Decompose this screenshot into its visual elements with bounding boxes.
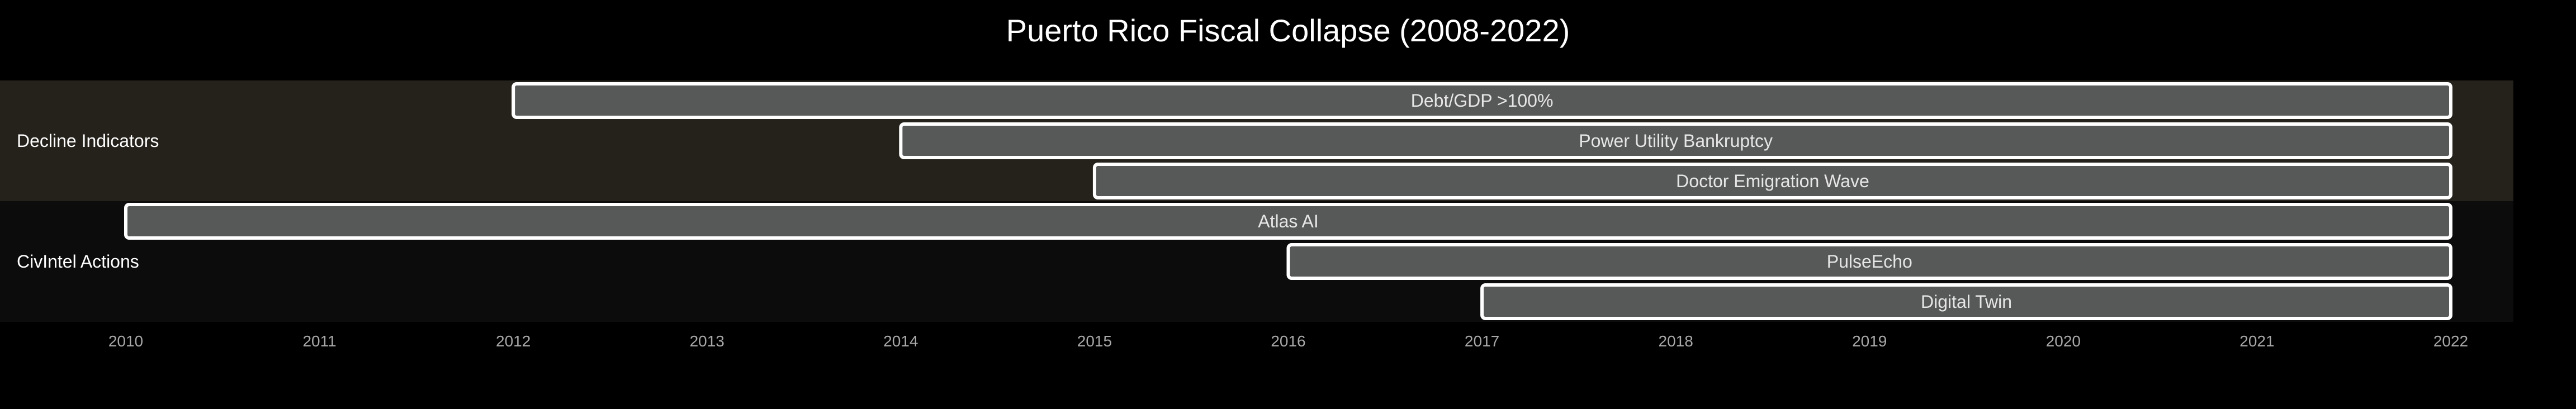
x-tick-label: 2016 — [1271, 332, 1305, 350]
x-axis: 2010 2011 2012 2013 2014 2015 2016 2017 2018 2019… — [108, 332, 2468, 350]
section-label: Decline Indicators — [17, 131, 159, 151]
task-bar — [1480, 283, 2452, 320]
chart-title: Puerto Rico Fiscal Collapse (2008-2022) — [1006, 13, 1570, 48]
task-bar — [124, 203, 2452, 240]
task-label: Doctor Emigration Wave — [1676, 171, 1869, 191]
bars-layer: Debt/GDP >100% Power Utility Bankruptcy Do… — [124, 82, 2453, 320]
x-tick-label: 2010 — [108, 332, 143, 350]
x-tick-label: 2018 — [1659, 332, 1693, 350]
x-tick-label: 2022 — [2433, 332, 2468, 350]
x-tick-label: 2019 — [1852, 332, 1887, 350]
task-label: Power Utility Bankruptcy — [1579, 131, 1773, 151]
task-bar — [1092, 163, 2452, 199]
task-label: Debt/GDP >100% — [1411, 91, 1554, 111]
x-tick-label: 2021 — [2239, 332, 2274, 350]
task-bar — [1286, 243, 2452, 280]
task-label: Digital Twin — [1921, 292, 2012, 312]
task-bar — [512, 82, 2452, 119]
task-label: PulseEcho — [1827, 251, 1912, 272]
x-tick-label: 2014 — [883, 332, 918, 350]
x-tick-label: 2020 — [2046, 332, 2081, 350]
x-tick-label: 2013 — [690, 332, 724, 350]
section-label: CivIntel Actions — [17, 251, 139, 272]
x-tick-label: 2011 — [302, 332, 336, 350]
x-tick-label: 2012 — [496, 332, 531, 350]
x-tick-label: 2015 — [1077, 332, 1112, 350]
task-label: Atlas AI — [1258, 211, 1319, 231]
task-bar — [899, 122, 2453, 159]
x-tick-label: 2017 — [1465, 332, 1499, 350]
